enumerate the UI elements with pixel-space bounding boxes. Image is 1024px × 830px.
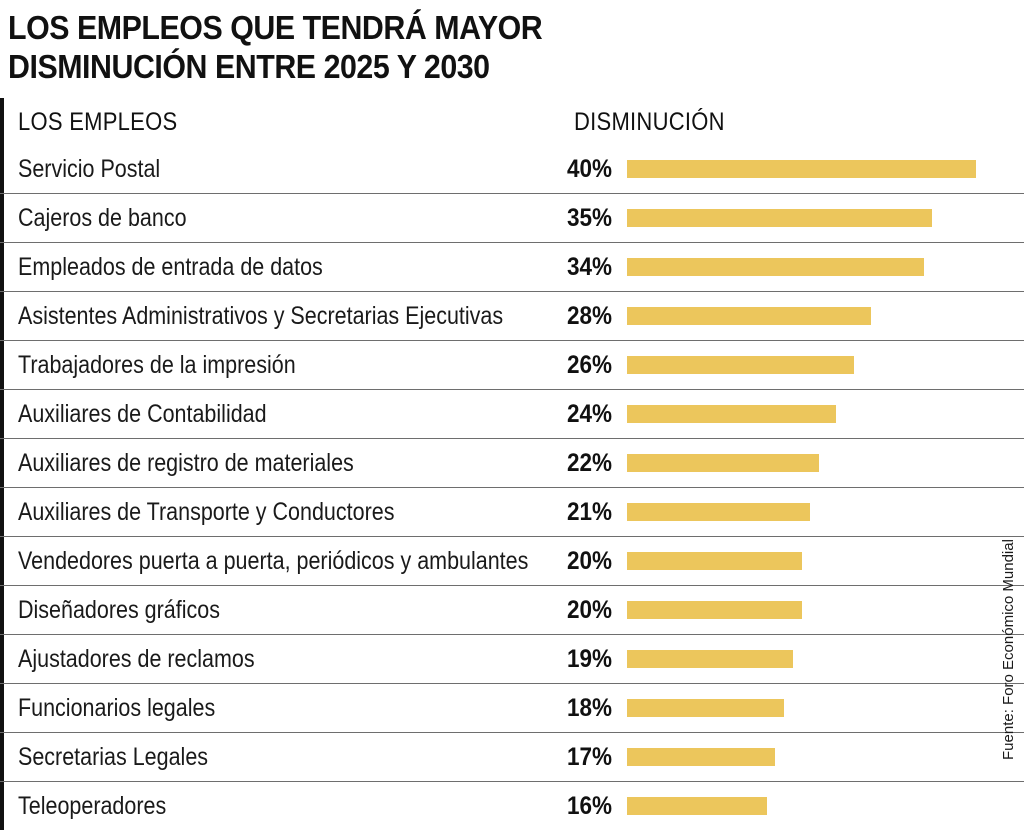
bar-row: Auxiliares de registro de materiales 22% — [0, 439, 1024, 488]
category-label: Auxiliares de registro de materiales — [18, 449, 354, 477]
category-label: Auxiliares de Transporte y Conductores — [18, 498, 395, 526]
value-label: 35% — [567, 204, 613, 232]
bar-row: Cajeros de banco 35% — [0, 194, 1024, 243]
category-column-header: LOS EMPLEOS — [18, 108, 178, 136]
value-label: 24% — [567, 400, 613, 428]
bar — [627, 454, 819, 472]
category-label: Funcionarios legales — [18, 694, 216, 722]
bar — [627, 209, 932, 227]
bar-row: Vendedores puerta a puerta, periódicos y… — [0, 537, 1024, 586]
bar-row: Diseñadores gráficos 20% — [0, 586, 1024, 635]
value-column-header: DISMINUCIÓN — [574, 108, 725, 136]
bar — [627, 748, 775, 766]
bar — [627, 552, 802, 570]
category-label: Servicio Postal — [18, 155, 161, 183]
value-label: 34% — [567, 253, 613, 281]
category-label: Secretarias Legales — [18, 743, 209, 771]
value-label: 21% — [567, 498, 613, 526]
bar-row: Secretarias Legales 17% — [0, 733, 1024, 782]
value-label: 19% — [567, 645, 613, 673]
category-label: Diseñadores gráficos — [18, 596, 220, 624]
category-label: Teleoperadores — [18, 792, 167, 820]
bar — [627, 258, 924, 276]
value-label: 20% — [567, 596, 613, 624]
bar — [627, 160, 976, 178]
title-line-2: DISMINUCIÓN ENTRE 2025 Y 2030 — [8, 48, 490, 85]
bar — [627, 405, 836, 423]
bar — [627, 307, 871, 325]
bar-row: Funcionarios legales 18% — [0, 684, 1024, 733]
value-label: 18% — [567, 694, 613, 722]
bar-row: Auxiliares de Transporte y Conductores 21… — [0, 488, 1024, 537]
title-line-1: LOS EMPLEOS QUE TENDRÁ MAYOR — [8, 9, 543, 46]
value-label: 26% — [567, 351, 613, 379]
category-label: Vendedores puerta a puerta, periódicos y… — [18, 547, 529, 575]
value-label: 22% — [567, 449, 613, 477]
category-label: Auxiliares de Contabilidad — [18, 400, 267, 428]
value-label: 28% — [567, 302, 613, 330]
bar-row: Asistentes Administrativos y Secretarias… — [0, 292, 1024, 341]
value-label: 20% — [567, 547, 613, 575]
category-label: Ajustadores de reclamos — [18, 645, 255, 673]
bar-row: Teleoperadores 16% — [0, 782, 1024, 830]
value-label: 40% — [567, 155, 613, 183]
bar — [627, 601, 802, 619]
bar — [627, 699, 784, 717]
chart-title: LOS EMPLEOS QUE TENDRÁ MAYOR DISMINUCIÓN… — [8, 8, 543, 86]
bar-row: Empleados de entrada de datos 34% — [0, 243, 1024, 292]
bar — [627, 356, 854, 374]
bar — [627, 650, 793, 668]
category-label: Trabajadores de la impresión — [18, 351, 296, 379]
source-note: Fuente: Foro Económico Mundial — [1000, 539, 1017, 760]
left-accent-rule — [0, 98, 4, 830]
bar-row: Servicio Postal 40% — [0, 145, 1024, 194]
bar-row: Trabajadores de la impresión 26% — [0, 341, 1024, 390]
category-label: Cajeros de banco — [18, 204, 187, 232]
bar-row: Ajustadores de reclamos 19% — [0, 635, 1024, 684]
value-label: 17% — [567, 743, 613, 771]
bar — [627, 503, 810, 521]
category-label: Asistentes Administrativos y Secretarias… — [18, 302, 504, 330]
bar — [627, 797, 767, 815]
bar-rows: Servicio Postal 40% Cajeros de banco 35% Emp… — [0, 145, 1024, 830]
bar-row: Auxiliares de Contabilidad 24% — [0, 390, 1024, 439]
category-label: Empleados de entrada de datos — [18, 253, 323, 281]
value-label: 16% — [567, 792, 613, 820]
